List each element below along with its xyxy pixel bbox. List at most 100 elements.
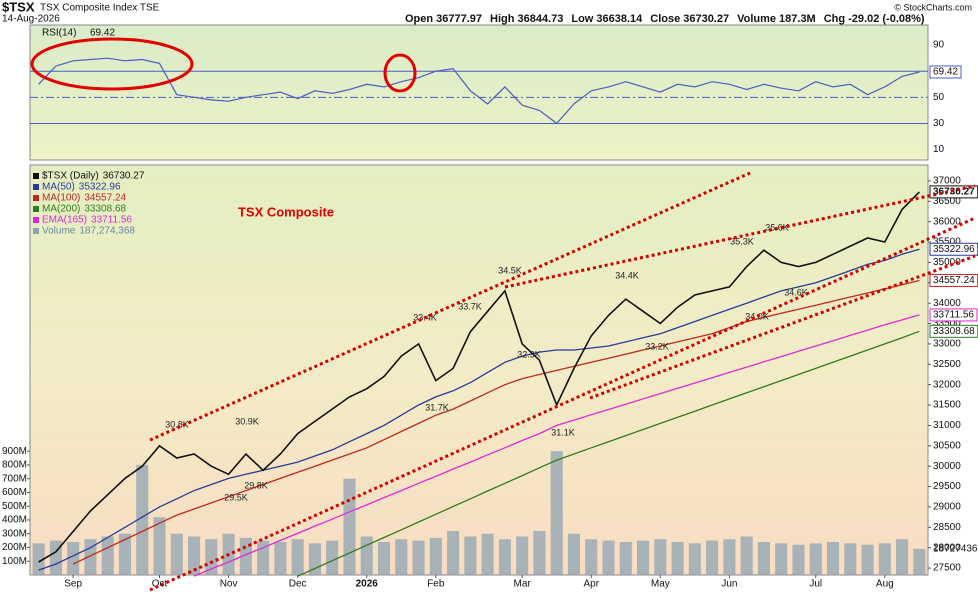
y-tick-label: 28000 bbox=[933, 542, 961, 553]
quote-value: 36730.27 bbox=[683, 13, 729, 25]
y-tick-label: 31000 bbox=[933, 420, 961, 431]
quote-value: 36638.14 bbox=[596, 13, 643, 25]
volume-bar bbox=[188, 536, 201, 575]
price-panel bbox=[29, 164, 929, 576]
quote-value: 36777.97 bbox=[436, 13, 482, 25]
y-tick-label: 35500 bbox=[933, 237, 961, 248]
legend-swatch bbox=[33, 228, 39, 234]
highlight-ellipse bbox=[30, 37, 194, 91]
legend-swatch bbox=[33, 206, 39, 212]
volume-bar bbox=[809, 543, 822, 575]
volume-bar bbox=[464, 536, 477, 575]
quote-label: Volume bbox=[737, 13, 776, 25]
y-tick-label: 34000 bbox=[933, 298, 961, 309]
volume-bar bbox=[326, 540, 339, 575]
y-tick-label: 28500 bbox=[933, 522, 961, 533]
x-tick-label: Feb bbox=[427, 579, 445, 590]
quote-value: 187.3M bbox=[779, 13, 816, 25]
legend-label: $TSX (Daily) bbox=[42, 171, 99, 182]
volume-bar bbox=[861, 544, 874, 575]
volume-bar bbox=[32, 543, 45, 575]
volume-bar bbox=[153, 517, 166, 575]
legend-swatch bbox=[33, 195, 39, 201]
price-annotation: 33.2K bbox=[645, 341, 669, 351]
price-annotation: 31.1K bbox=[551, 427, 575, 437]
volume-bar bbox=[205, 539, 218, 575]
axis-badge: 36730.27 bbox=[933, 187, 975, 198]
volume-bar bbox=[913, 548, 926, 575]
y-tick-label: 50 bbox=[933, 92, 945, 103]
legend-label: MA(200) bbox=[42, 204, 80, 215]
volume-bar bbox=[101, 536, 114, 575]
y-tick-label: 36500 bbox=[933, 196, 961, 207]
volume-bar bbox=[84, 539, 97, 575]
price-annotation: 29.5K bbox=[224, 492, 248, 502]
price-annotation: 31.7K bbox=[425, 402, 449, 412]
y-tick-label: 10 bbox=[933, 144, 945, 155]
y-tick-label: 29500 bbox=[933, 481, 961, 492]
rsi-line bbox=[38, 57, 920, 125]
y-tick-label: 90 bbox=[933, 40, 945, 51]
volume-tick-label: 200M bbox=[2, 542, 27, 553]
volume-bar bbox=[118, 533, 132, 575]
y-tick-label: 30500 bbox=[933, 440, 961, 451]
x-tick-label: May bbox=[651, 579, 670, 590]
volume-bar bbox=[481, 533, 494, 575]
moving-average bbox=[38, 248, 920, 571]
trendline bbox=[589, 254, 976, 400]
plot: 1030507090RSI(14)69.4269.422750028000285… bbox=[2, 28, 978, 590]
volume-axis-label: 18727436 bbox=[933, 544, 978, 555]
legend-value: 34557.24 bbox=[84, 193, 126, 204]
rsi-panel bbox=[29, 24, 929, 161]
volume-bar bbox=[291, 539, 304, 575]
legend-label: MA(50) bbox=[42, 182, 75, 193]
moving-average bbox=[193, 314, 920, 577]
x-tick-label: Mar bbox=[514, 579, 532, 590]
price-annotation: 30.9K bbox=[235, 416, 259, 426]
rsi-value: 69.42 bbox=[90, 28, 115, 39]
volume-tick-label: 400M bbox=[2, 515, 27, 526]
trendline bbox=[149, 216, 976, 592]
quote-label: Low bbox=[571, 13, 593, 25]
volume-bar bbox=[740, 536, 753, 575]
price-annotation: 29.8K bbox=[244, 480, 268, 490]
legend-value: 33711.56 bbox=[91, 215, 132, 226]
quote-value: 36844.73 bbox=[517, 13, 563, 25]
price-annotation: 35.3K bbox=[730, 236, 754, 246]
volume-bar bbox=[412, 540, 425, 575]
x-tick-label: Sep bbox=[64, 579, 82, 590]
volume-bar bbox=[447, 530, 460, 575]
legend-label: EMA(165) bbox=[42, 215, 87, 226]
volume-tick-label: 600M bbox=[2, 487, 27, 498]
volume-bar bbox=[498, 539, 511, 575]
y-tick-label: 36000 bbox=[933, 216, 961, 227]
volume-tick-label: 100M bbox=[2, 556, 27, 567]
volume-bar bbox=[878, 543, 891, 575]
volume-bar bbox=[170, 533, 183, 575]
highlight-ellipse bbox=[383, 53, 417, 93]
legend-label: MA(100) bbox=[42, 193, 80, 204]
y-tick-label: 31500 bbox=[933, 400, 961, 411]
volume-bar bbox=[567, 533, 581, 575]
y-tick-label: 32500 bbox=[933, 359, 961, 370]
volume-bar bbox=[602, 540, 615, 575]
axis-badge: 34557.24 bbox=[933, 275, 975, 286]
x-tick-label: 2026 bbox=[356, 579, 379, 590]
x-tick-label: Apr bbox=[583, 579, 599, 590]
axis-badge: 69.42 bbox=[933, 67, 958, 78]
y-tick-label: 32000 bbox=[933, 379, 961, 390]
y-tick-label: 33500 bbox=[933, 318, 961, 329]
volume-bar bbox=[395, 539, 408, 575]
volume-bar bbox=[637, 540, 650, 575]
volume-bar bbox=[792, 544, 805, 575]
axis-badge-box bbox=[929, 65, 962, 79]
volume-tick-label: 800M bbox=[2, 460, 27, 471]
volume-bar bbox=[757, 541, 770, 575]
date: 14-Aug-2026 bbox=[2, 14, 60, 25]
legend-value: 35322.96 bbox=[79, 182, 121, 193]
legend-value: 36730.27 bbox=[103, 171, 145, 182]
rsi-title: RSI(14) bbox=[42, 28, 76, 39]
volume-bar bbox=[550, 451, 563, 575]
volume-bar bbox=[671, 541, 684, 575]
y-tick-label: 29000 bbox=[933, 502, 961, 513]
